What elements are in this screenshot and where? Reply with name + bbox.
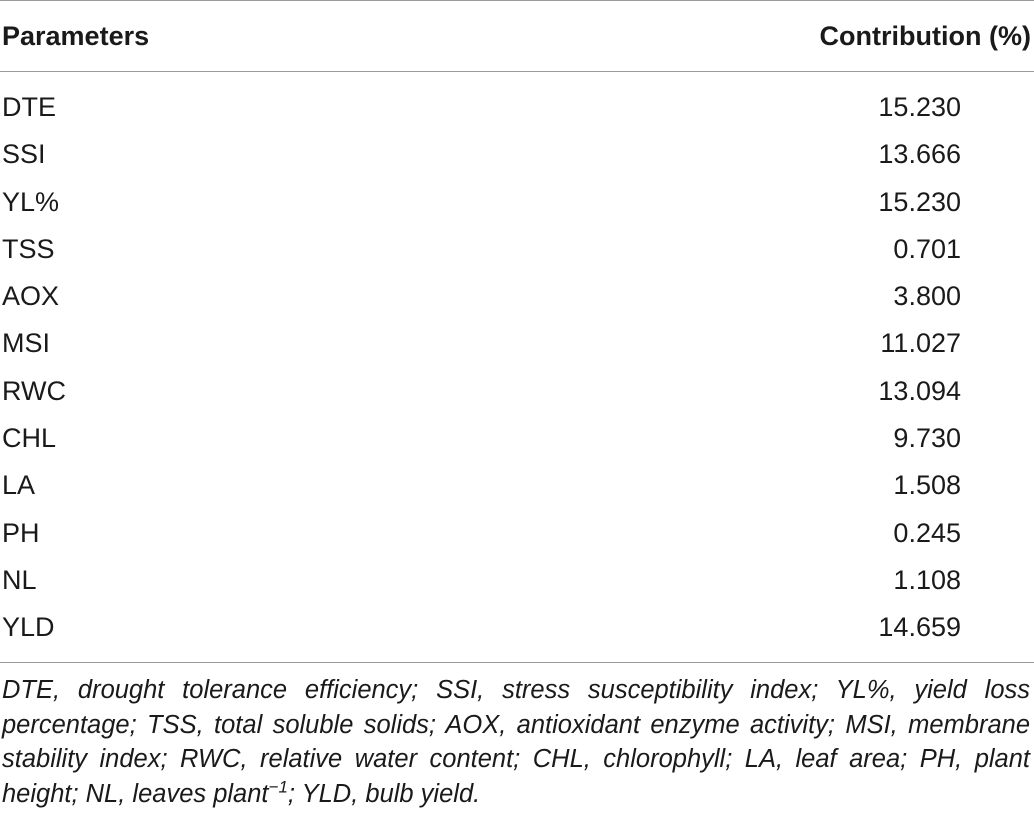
header-contribution: Contribution (%) (819, 21, 1031, 51)
parameter-cell: CHL (2, 423, 57, 454)
table-row: LA 1.508 (0, 462, 1034, 509)
table-row: YL% 15.230 (0, 179, 1034, 226)
table-row: PH 0.245 (0, 510, 1034, 557)
table-body: DTE 15.230 SSI 13.666 YL% 15.230 TSS 0.7… (0, 84, 1034, 652)
parameter-cell: YLD (2, 612, 55, 643)
parameter-cell: YL% (2, 186, 60, 217)
table-row: AOX 3.800 (0, 273, 1034, 320)
parameter-cell: TSS (2, 233, 55, 264)
contribution-cell: 1.108 (893, 564, 961, 595)
contribution-cell: 9.730 (893, 423, 961, 454)
table-header: Parameters Contribution (%) (0, 0, 1034, 72)
table-row: YLD 14.659 (0, 604, 1034, 651)
table-row: NL 1.108 (0, 557, 1034, 604)
parameter-cell: MSI (2, 328, 51, 359)
header-rule (0, 71, 1034, 72)
contribution-cell: 0.245 (893, 517, 961, 548)
contribution-cell: 15.230 (878, 186, 961, 217)
table-row: TSS 0.701 (0, 226, 1034, 273)
parameter-cell: NL (2, 564, 37, 595)
header-parameters: Parameters (2, 21, 150, 51)
table-footnote: DTE, drought tolerance efficiency; SSI, … (2, 673, 1030, 811)
contribution-cell: 11.027 (880, 328, 961, 359)
parameter-cell: RWC (2, 375, 66, 406)
contribution-cell: 13.666 (878, 139, 961, 170)
contribution-cell: 0.701 (893, 233, 961, 264)
bottom-rule (0, 662, 1034, 663)
table-row: MSI 11.027 (0, 320, 1034, 367)
table-row: CHL 9.730 (0, 415, 1034, 462)
footnote-superscript: −1 (268, 777, 288, 797)
contribution-cell: 1.508 (893, 470, 961, 501)
table-row: RWC 13.094 (0, 368, 1034, 415)
footnote-text: DTE, drought tolerance efficiency; SSI, … (2, 676, 1030, 808)
table-row: DTE 15.230 (0, 84, 1034, 131)
table-row: SSI 13.666 (0, 131, 1034, 178)
parameter-cell: PH (2, 517, 40, 548)
contribution-cell: 14.659 (878, 612, 961, 643)
parameter-cell: DTE (2, 92, 56, 122)
parameter-cell: AOX (2, 281, 60, 312)
contribution-cell: 3.800 (893, 281, 961, 312)
contribution-cell: 15.230 (878, 92, 961, 122)
top-rule (0, 0, 1034, 1)
footnote-text-end: ; YLD, bulb yield. (287, 779, 481, 808)
contribution-cell: 13.094 (878, 375, 961, 406)
parameter-cell: SSI (2, 139, 46, 170)
parameter-cell: LA (2, 470, 36, 501)
